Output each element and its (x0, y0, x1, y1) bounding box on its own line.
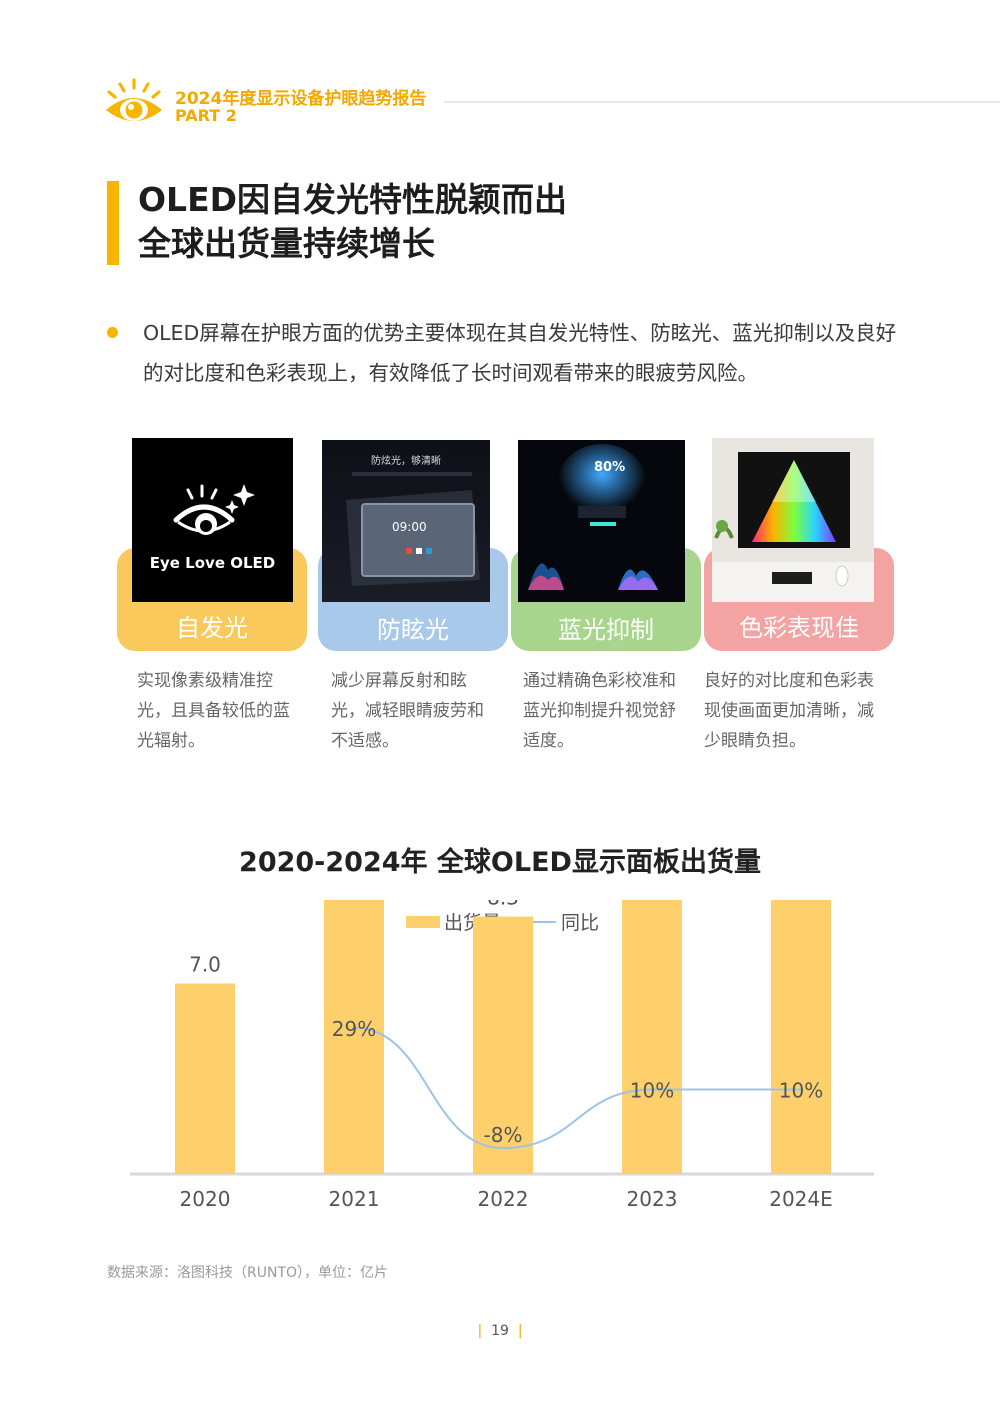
feature-label: 自发光 (176, 614, 248, 642)
x-tick-label: 2024E (769, 1187, 833, 1211)
anti-glare-monitor-image: 防炫光，够清晰 09:00 (322, 440, 490, 602)
report-title: 2024年度显示设备护眼趋势报告 (175, 89, 427, 109)
page-number-value: 19 (491, 1323, 509, 1339)
feature-label: 蓝光抑制 (558, 616, 654, 644)
feature-description: 良好的对比度和色彩表现使画面更加清晰，减少眼睛负担。 (704, 671, 874, 751)
x-tick-label: 2020 (180, 1187, 231, 1211)
eye-sparkle-icon (173, 484, 255, 535)
clock-readout: 09:00 (392, 520, 427, 534)
image-caption: 防炫光，够清晰 (371, 456, 441, 467)
feature-description: 通过精确色彩校准和蓝光抑制提升视觉舒适度。 (523, 671, 676, 751)
bullet-text: OLED屏幕在护眼方面的优势主要体现在其自发光特性、防眩光、蓝光抑制以及良好的对… (143, 321, 897, 385)
feature-label: 色彩表现佳 (739, 614, 859, 642)
eye-logo-icon (106, 78, 162, 121)
eye-love-oled-image: Eye Love OLED (132, 438, 293, 602)
bar-2024E (771, 900, 831, 1174)
headline: OLED因自发光特性脱颖而出 全球出货量持续增长 (138, 178, 567, 266)
x-tick-label: 2021 (329, 1187, 380, 1211)
shipment-chart: 出货量 同比 7.020209.020218.320229.1202310.02… (130, 900, 874, 1211)
bar-2020 (175, 983, 235, 1174)
report-part: PART 2 (175, 106, 237, 125)
header-divider (444, 101, 1000, 103)
bar-value-label: 7.0 (189, 952, 221, 976)
x-tick-label: 2023 (627, 1187, 678, 1211)
bar-2022 (473, 916, 533, 1174)
color-triangle-image (712, 438, 874, 602)
legend-bar-swatch (406, 916, 440, 928)
bar-2023 (622, 900, 682, 1174)
headline-accent-bar (107, 181, 119, 265)
image-caption: Eye Love OLED (149, 554, 276, 572)
bullet-dot (107, 327, 118, 338)
feature-label: 防眩光 (377, 616, 449, 644)
yoy-value-label: 29% (332, 1017, 376, 1041)
legend-line-label: 同比 (561, 912, 599, 934)
chart-title: 2020-2024年 全球OLED显示面板出货量 (239, 847, 761, 878)
blue-light-spectrum-icon (528, 444, 658, 590)
yoy-value-label: -8% (484, 1123, 523, 1147)
data-source: 数据来源：洛图科技（RUNTO），单位：亿片 (107, 1265, 389, 1281)
x-tick-label: 2022 (478, 1187, 529, 1211)
image-percent: 80% (594, 460, 626, 475)
yoy-value-label: 10% (630, 1079, 674, 1103)
headline-line-1: OLED因自发光特性脱颖而出 (138, 180, 568, 219)
page-number: | 19 | (477, 1323, 523, 1339)
headline-line-2: 全球出货量持续增长 (138, 224, 435, 263)
feature-description: 实现像素级精准控光，且具备较低的蓝光辐射。 (137, 671, 290, 751)
bar-2021 (324, 900, 384, 1174)
yoy-line (353, 1026, 801, 1150)
feature-description: 减少屏幕反射和眩光，减轻眼睛疲劳和不适感。 (331, 671, 484, 751)
yoy-value-label: 10% (779, 1079, 823, 1103)
color-triangle-icon (712, 452, 874, 602)
blue-light-image: 80% (518, 440, 685, 602)
monitor-icon (346, 472, 480, 586)
bar-value-label: 8.3 (487, 900, 519, 910)
